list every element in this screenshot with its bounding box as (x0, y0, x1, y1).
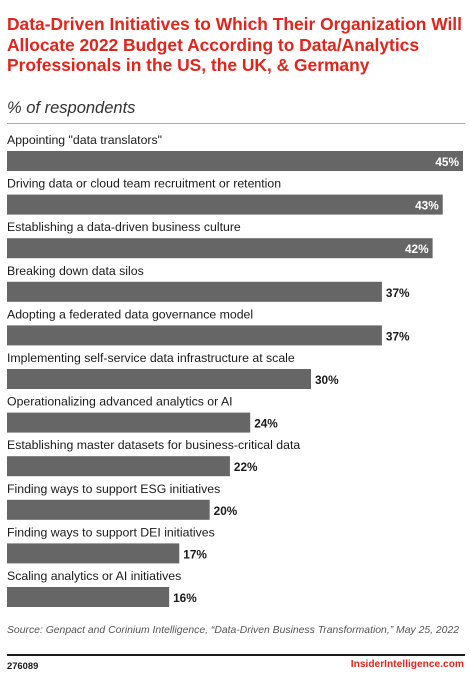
brand-logo: InsiderIntelligence.com (350, 659, 464, 670)
value-label: 16% (173, 591, 197, 605)
source-note: Source: Genpact and Corinium Intelligenc… (7, 625, 460, 636)
bar (7, 587, 170, 607)
bar (7, 281, 382, 302)
category-label: Driving data or cloud team recruitment o… (7, 177, 281, 191)
bottom-divider (7, 654, 465, 656)
bar (7, 369, 311, 389)
value-label: 37% (386, 329, 410, 343)
bar (7, 456, 230, 477)
chart-title: Data-Driven Initiatives to Which Their O… (7, 14, 462, 75)
category-label: Breaking down data silos (7, 264, 144, 278)
top-divider (7, 123, 465, 124)
chart-id: 276089 (7, 660, 39, 671)
value-label: 45% (435, 155, 459, 169)
category-label: Adopting a federated data governance mod… (7, 307, 253, 321)
category-label: Finding ways to support ESG initiatives (7, 482, 220, 496)
value-label: 37% (386, 286, 410, 300)
bar-chart: Appointing "data translators" 45% Driving … (7, 133, 463, 607)
value-label: 24% (254, 417, 278, 431)
category-label: Implementing self-service data infrastru… (7, 351, 295, 365)
bar (7, 325, 382, 346)
value-label: 22% (234, 460, 258, 474)
bar (7, 412, 251, 433)
category-label: Scaling analytics or AI initiatives (7, 569, 181, 583)
bar (7, 499, 210, 520)
category-label: Finding ways to support DEI initiatives (7, 525, 215, 539)
bar (7, 238, 433, 259)
value-label: 17% (183, 547, 207, 561)
bar (7, 151, 463, 171)
value-label: 20% (214, 504, 238, 518)
value-label: 42% (405, 242, 429, 256)
bar (7, 543, 180, 564)
category-label: Establishing a data-driven business cult… (7, 220, 241, 234)
value-label: 30% (315, 373, 339, 387)
value-label: 43% (415, 199, 439, 213)
category-label: Establishing master datasets for busines… (7, 438, 300, 452)
bar (7, 194, 443, 215)
category-label: Appointing "data translators" (7, 133, 162, 147)
chart-subtitle: % of respondents (7, 99, 136, 117)
category-label: Operationalizing advanced analytics or A… (7, 395, 233, 409)
